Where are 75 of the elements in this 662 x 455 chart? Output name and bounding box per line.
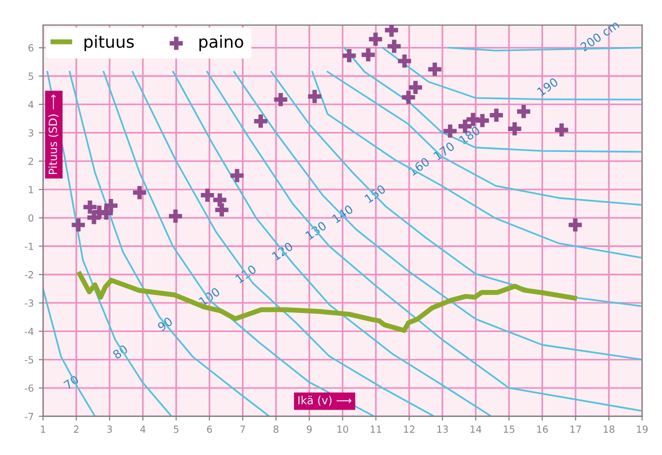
x-tick-label: 16 <box>537 426 548 433</box>
x-tick-label: 15 <box>504 426 514 433</box>
line-series <box>43 288 96 416</box>
line-series <box>326 70 642 206</box>
point <box>342 49 356 62</box>
y-tick-label: 5 <box>28 72 34 80</box>
y-tick-label: -3 <box>24 299 34 307</box>
x-tick-label: 13 <box>437 426 448 433</box>
y-tick-label: -6 <box>24 384 34 392</box>
y-tick-label: 2 <box>28 158 34 165</box>
x-tick-label: 1 <box>41 426 46 433</box>
x-tick-label: 3 <box>107 426 112 433</box>
point <box>215 203 228 216</box>
text: 140 <box>332 204 354 224</box>
x-axis-title: Ikä (v) ⟶ <box>298 396 352 406</box>
y-tick-label: 1 <box>28 186 34 194</box>
y-tick-label: 4 <box>28 101 34 108</box>
point <box>444 124 457 138</box>
point <box>168 210 182 223</box>
x-tick-label: 9 <box>306 426 312 433</box>
x-tick-label: 19 <box>637 426 648 433</box>
y-tick-label: -2 <box>24 271 34 278</box>
point <box>274 93 288 106</box>
y-tick-label: 0 <box>28 214 34 222</box>
x-tick-label: 2 <box>74 426 78 433</box>
x-tick-label: 4 <box>140 426 146 433</box>
text: 190 <box>536 77 559 96</box>
x-tick-label: 8 <box>274 426 278 433</box>
point <box>368 32 382 46</box>
point <box>384 25 398 37</box>
x-tick-label: 7 <box>240 426 245 433</box>
legend-label: pituus <box>84 35 134 52</box>
point <box>230 169 244 182</box>
y-tick-label: 6 <box>28 44 34 52</box>
line-series <box>132 70 435 416</box>
text: 180 <box>458 126 481 145</box>
text: 170 <box>433 141 456 161</box>
point <box>408 80 422 94</box>
y-tick-label: -1 <box>24 242 34 250</box>
y-tick-label: 3 <box>28 129 34 137</box>
y-tick-label: -5 <box>24 356 34 364</box>
x-tick-label: 12 <box>404 426 414 433</box>
point <box>517 104 530 118</box>
point <box>402 90 416 104</box>
y-axis-title: Pituus (SD) ⟶ <box>48 94 58 174</box>
legend-label: paino <box>199 35 244 52</box>
point <box>213 193 226 207</box>
point <box>476 114 489 128</box>
point <box>398 54 412 68</box>
x-tick-label: 5 <box>174 426 178 433</box>
point <box>555 123 568 137</box>
x-tick-label: 10 <box>337 426 348 433</box>
point <box>200 188 214 202</box>
point <box>568 218 582 232</box>
point <box>308 90 322 104</box>
point <box>72 218 85 232</box>
x-tick-label: 17 <box>570 426 581 433</box>
point <box>254 114 268 128</box>
text: 90 <box>156 316 174 332</box>
line-series <box>233 70 642 360</box>
line-series <box>172 70 492 416</box>
point <box>362 48 375 62</box>
point <box>132 186 146 200</box>
x-tick-label: 11 <box>370 426 382 433</box>
y-tick-label: -7 <box>24 412 34 420</box>
point <box>428 62 442 76</box>
point <box>83 200 97 214</box>
y-tick-label: -4 <box>24 328 34 335</box>
point <box>388 40 401 53</box>
point <box>104 199 118 212</box>
x-tick-label: 18 <box>604 426 614 433</box>
x-tick-label: 6 <box>207 426 212 433</box>
x-tick-label: 14 <box>470 426 482 433</box>
point <box>490 108 503 122</box>
point <box>508 122 522 136</box>
